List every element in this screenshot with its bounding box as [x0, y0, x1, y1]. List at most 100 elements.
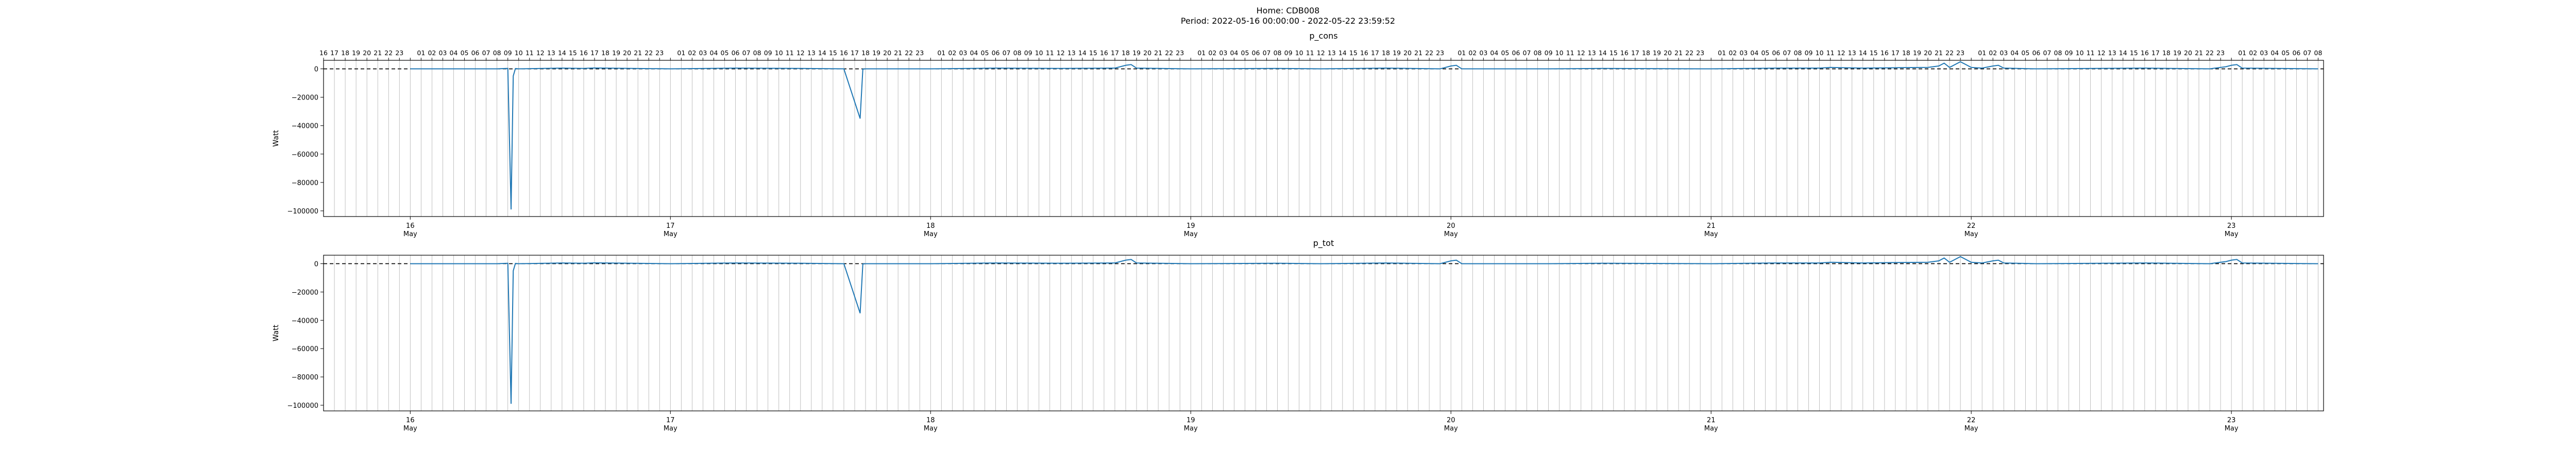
x-tick-label-day: 17	[666, 222, 675, 230]
x-tick-label-month: May	[1184, 230, 1198, 238]
top-hour-label: 03	[1999, 49, 2008, 57]
plot-frame	[323, 60, 2324, 217]
x-tick-label-month: May	[924, 230, 938, 238]
x-tick-label-day: 22	[1967, 417, 1976, 424]
top-hour-label: 18	[861, 49, 870, 57]
top-hour-label: 15	[1870, 49, 1878, 57]
top-hour-label: 02	[428, 49, 436, 57]
top-hour-label: 15	[829, 49, 837, 57]
series-line	[410, 256, 2318, 404]
top-hour-label: 03	[2260, 49, 2268, 57]
top-hour-label: 16	[1880, 49, 1889, 57]
top-hour-label: 01	[1458, 49, 1466, 57]
top-hour-label: 07	[1263, 49, 1271, 57]
top-hour-label: 03	[1479, 49, 1487, 57]
x-tick-label-month: May	[1964, 425, 1978, 433]
top-hour-label: 21	[1414, 49, 1422, 57]
top-hour-label: 20	[883, 49, 891, 57]
top-hour-label: 22	[1945, 49, 1954, 57]
top-hour-label: 05	[1761, 49, 1769, 57]
top-hour-label: 22	[384, 49, 393, 57]
top-hour-label: 13	[1588, 49, 1596, 57]
top-hour-label: 20	[1664, 49, 1672, 57]
top-hour-label: 20	[363, 49, 371, 57]
top-hour-label: 09	[1805, 49, 1813, 57]
top-hour-label: 12	[796, 49, 805, 57]
top-hour-label: 08	[1794, 49, 1802, 57]
top-hour-label: 23	[916, 49, 924, 57]
top-hour-label: 10	[1816, 49, 1824, 57]
top-hour-label: 14	[1859, 49, 1867, 57]
top-hour-label: 13	[1328, 49, 1336, 57]
top-hour-label: 06	[1772, 49, 1780, 57]
top-hour-label: 09	[1545, 49, 1553, 57]
top-hour-label: 09	[1284, 49, 1293, 57]
top-hour-label: 10	[2076, 49, 2084, 57]
x-tick-label-month: May	[1184, 425, 1198, 433]
top-hour-label: 04	[450, 49, 458, 57]
top-hour-label: 21	[894, 49, 902, 57]
series-line	[410, 61, 2318, 210]
top-hour-label: 06	[2292, 49, 2300, 57]
top-hour-label: 03	[438, 49, 447, 57]
top-hour-label: 19	[1132, 49, 1141, 57]
x-tick-label-month: May	[924, 425, 938, 433]
top-hour-label: 07	[2303, 49, 2311, 57]
chart-panel-p_tot: p_tot 0 −20000 −40000 −60000 −80000 −100000 Wat…	[272, 238, 2324, 433]
top-hour-label: 16	[1620, 49, 1629, 57]
top-hour-label: 09	[1024, 49, 1032, 57]
top-hour-label: 03	[1219, 49, 1227, 57]
x-tick-label-month: May	[1964, 230, 1978, 238]
top-hour-label: 05	[1241, 49, 1249, 57]
top-hour-label: 20	[623, 49, 631, 57]
top-hour-label: 02	[2249, 49, 2257, 57]
top-hour-label: 14	[818, 49, 826, 57]
top-hour-label: 15	[569, 49, 577, 57]
top-hour-label: 21	[1154, 49, 1162, 57]
top-hour-label: 21	[374, 49, 382, 57]
top-hour-label: 11	[2087, 49, 2095, 57]
top-hour-label: 20	[1143, 49, 1151, 57]
top-hour-label: 20	[2184, 49, 2192, 57]
x-tick-label-day: 19	[1187, 417, 1195, 424]
top-hour-label: 21	[634, 49, 642, 57]
top-hour-label: 18	[1122, 49, 1130, 57]
top-hour-label: 18	[2162, 49, 2171, 57]
top-hour-label: 12	[1057, 49, 1065, 57]
top-hour-label: 01	[417, 49, 425, 57]
top-hour-label: 17	[1631, 49, 1639, 57]
top-hour-label: 04	[2270, 49, 2279, 57]
x-tick-label-day: 23	[2227, 417, 2236, 424]
top-hour-label: 06	[1512, 49, 1520, 57]
top-hour-label: 03	[959, 49, 967, 57]
top-hour-label: 13	[547, 49, 555, 57]
top-hour-label: 06	[732, 49, 740, 57]
top-hour-label: 10	[775, 49, 783, 57]
x-tick-label-month: May	[664, 425, 677, 433]
top-hour-label: 17	[1371, 49, 1379, 57]
top-hour-label: 10	[515, 49, 523, 57]
top-hour-label: 17	[590, 49, 599, 57]
top-hour-label: 22	[1165, 49, 1173, 57]
top-hour-label: 05	[721, 49, 729, 57]
top-hour-label: 23	[1956, 49, 1964, 57]
top-hour-label: 14	[2119, 49, 2127, 57]
y-axis-label: Watt	[272, 130, 280, 147]
top-hour-label: 03	[699, 49, 707, 57]
y-tick-label: −80000	[292, 374, 318, 382]
x-tick-label-day: 18	[926, 222, 935, 230]
top-hour-label: 04	[710, 49, 718, 57]
top-hour-label: 04	[970, 49, 978, 57]
top-hour-label: 12	[1577, 49, 1585, 57]
top-hour-label: 07	[1783, 49, 1791, 57]
top-hour-label: 04	[1490, 49, 1498, 57]
panel-title: p_tot	[1313, 238, 1334, 248]
y-tick-label: −20000	[292, 289, 318, 296]
top-hour-label: 19	[352, 49, 360, 57]
top-hour-label: 16	[1360, 49, 1368, 57]
top-hour-label: 15	[1609, 49, 1618, 57]
y-tick-label: −80000	[292, 179, 318, 187]
top-hour-label: 15	[2130, 49, 2138, 57]
top-hour-label: 23	[1176, 49, 1184, 57]
top-hour-label: 12	[536, 49, 545, 57]
